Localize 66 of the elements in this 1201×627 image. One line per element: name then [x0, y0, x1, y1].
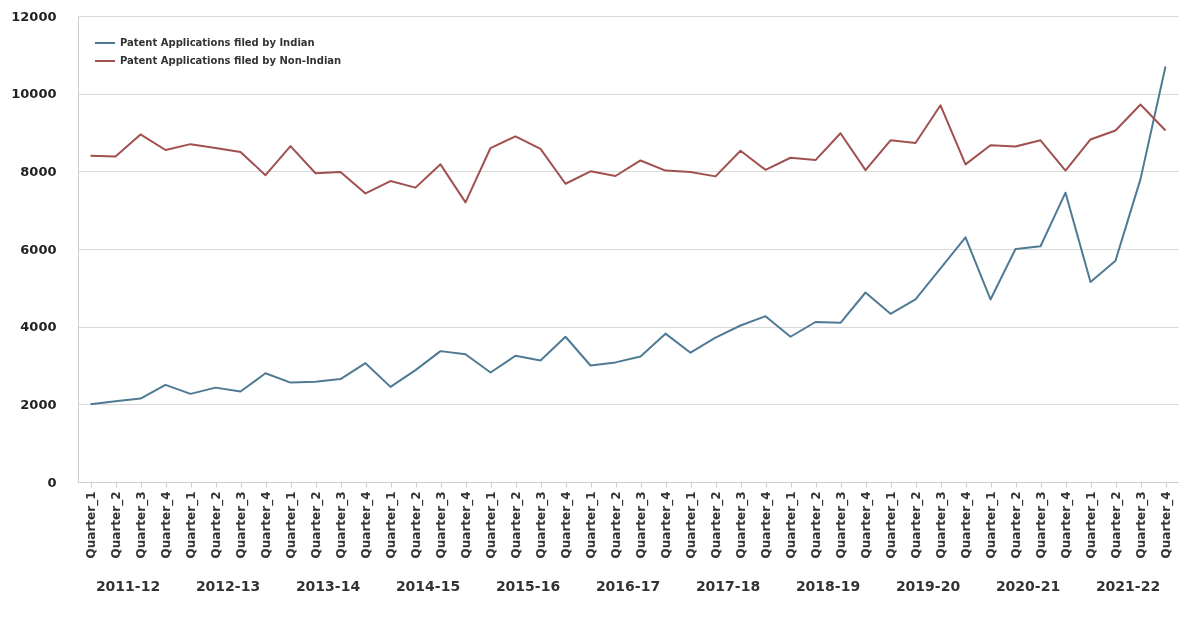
line-series: [89, 65, 1167, 406]
x-tick-label: Quarter_1: [484, 491, 499, 559]
y-tick-label: 0: [47, 474, 57, 490]
text: 2020-21: [995, 578, 1061, 594]
y-tick-label: 12000: [11, 8, 57, 24]
x-tick-label: Quarter_3: [134, 491, 149, 559]
x-tick-label: Quarter_4: [759, 491, 774, 559]
x-tick-label: Quarter_4: [859, 491, 874, 559]
text: 2017-18: [695, 578, 761, 594]
x-tick-label: Quarter_4: [1159, 491, 1174, 559]
x-tick-label: Quarter_1: [884, 491, 899, 559]
x-tick-label: Quarter_2: [909, 491, 924, 559]
x-tick-label: Quarter_3: [234, 491, 249, 559]
x-tick-label: Quarter_1: [684, 491, 699, 559]
text: 2015-16: [495, 578, 561, 594]
x-tick-label: Quarter_2: [109, 491, 124, 559]
x-tick-label: Quarter_4: [459, 491, 474, 559]
x-tick-label: Quarter_1: [184, 491, 199, 559]
x-tick-label: Quarter_3: [834, 491, 849, 559]
x-tick-label: Quarter_4: [559, 491, 574, 559]
legend-label: Patent Applications filed by Indian: [120, 37, 315, 48]
x-tick-label: Quarter_1: [584, 491, 599, 559]
x-tick-label: Quarter_3: [934, 491, 949, 559]
x-tick-label: Quarter_2: [609, 491, 624, 559]
x-tick-label: Quarter_4: [959, 491, 974, 559]
legend-label: Patent Applications filed by Non-Indian: [120, 55, 342, 66]
text: 2012-13: [195, 578, 261, 594]
x-tick-label: Quarter_3: [1034, 491, 1049, 559]
x-tick-label: Quarter_3: [634, 491, 649, 559]
text: 2013-14: [295, 578, 361, 594]
x-tick-label: Quarter_4: [659, 491, 674, 559]
y-tick-label: 4000: [20, 319, 57, 335]
x-tick-label: Quarter_3: [434, 491, 449, 559]
x-tick-label: Quarter_2: [809, 491, 824, 559]
x-tick-label: Quarter_4: [1059, 491, 1074, 559]
x-tick-label: Quarter_1: [84, 491, 99, 559]
x-tick-label: Quarter_1: [284, 491, 299, 559]
x-tick-label: Quarter_3: [734, 491, 749, 559]
x-tick-label: Quarter_1: [984, 491, 999, 559]
x-tick-label: Quarter_2: [1109, 491, 1124, 559]
x-tick-label: Quarter_1: [384, 491, 399, 559]
x-tick-label: Quarter_3: [534, 491, 549, 559]
text: 2014-15: [395, 578, 461, 594]
x-tick-label: Quarter_4: [359, 491, 374, 559]
y-tick-label: 10000: [11, 86, 57, 102]
x-tick-label: Quarter_4: [159, 491, 174, 559]
x-tick-label: Quarter_2: [409, 491, 424, 559]
x-tick-label: Quarter_3: [334, 491, 349, 559]
y-tick-label: 8000: [20, 163, 57, 179]
x-tick-label: Quarter_2: [309, 491, 324, 559]
text: 2011-12: [95, 578, 161, 594]
line-series: [89, 103, 1167, 204]
x-tick-label: Quarter_2: [209, 491, 224, 559]
text: 2018-19: [795, 578, 861, 594]
text: 2021-22: [1095, 578, 1161, 594]
text: 2019-20: [895, 578, 961, 594]
x-tick-label: Quarter_4: [259, 491, 274, 559]
x-tick-label: Quarter_1: [784, 491, 799, 559]
x-tick-label: Quarter_3: [1134, 491, 1149, 559]
x-tick-label: Quarter_2: [1009, 491, 1024, 559]
text: 2016-17: [595, 578, 661, 594]
y-tick-label: 2000: [20, 396, 57, 412]
x-tick-label: Quarter_2: [709, 491, 724, 559]
x-tick-label: Quarter_2: [509, 491, 524, 559]
x-tick-label: Quarter_1: [1084, 491, 1099, 559]
y-tick-label: 6000: [20, 241, 57, 257]
